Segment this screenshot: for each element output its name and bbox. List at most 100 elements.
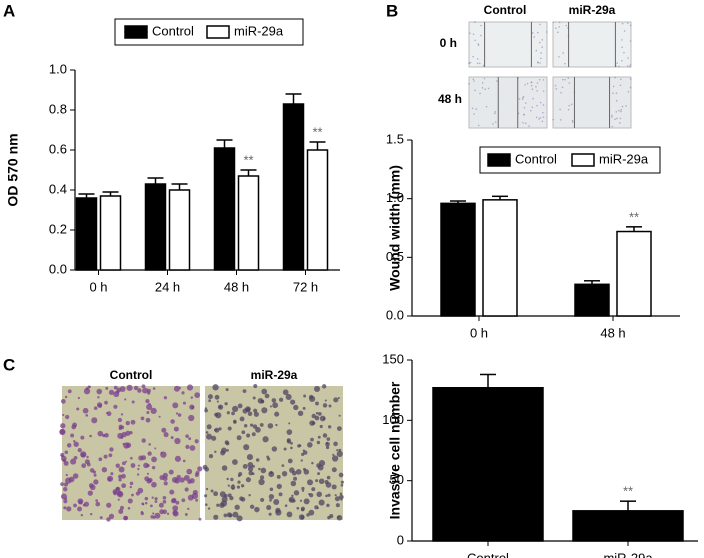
micrograph-texture — [494, 112, 496, 115]
micrograph-texture — [282, 389, 289, 396]
micrograph-texture — [172, 510, 179, 517]
micrograph-texture — [623, 51, 625, 54]
micrograph-texture — [169, 489, 175, 495]
micrograph-texture — [531, 106, 534, 108]
micrograph-texture — [208, 454, 214, 459]
micrograph-texture — [147, 451, 152, 456]
micrograph-texture — [246, 407, 251, 412]
micrograph-texture — [537, 31, 539, 34]
micrograph-texture — [542, 90, 545, 92]
micrograph-texture — [184, 487, 189, 492]
bar — [432, 387, 544, 542]
micrograph-texture — [170, 436, 174, 440]
micrograph-texture — [190, 396, 194, 399]
micrograph-texture — [469, 61, 472, 64]
micrograph-texture — [214, 450, 217, 454]
micrograph-texture — [68, 476, 75, 483]
bar — [144, 183, 167, 271]
micrograph-texture — [214, 428, 217, 432]
micrograph-texture — [241, 430, 246, 435]
micrograph-texture — [293, 490, 300, 496]
micrograph-texture — [536, 82, 539, 84]
micrograph-texture — [113, 391, 120, 398]
micrograph-texture — [620, 78, 622, 81]
micrograph-texture — [325, 445, 330, 450]
micrograph-texture — [536, 104, 538, 107]
micrograph-texture — [290, 446, 293, 450]
micrograph-texture — [131, 400, 135, 404]
x-tick-label: 48 h — [600, 325, 625, 340]
micrograph-texture — [216, 503, 220, 507]
y-axis-title: Wound width (mm) — [387, 165, 403, 291]
micrograph-texture — [83, 388, 91, 395]
micrograph-texture — [296, 506, 300, 510]
micrograph-texture — [629, 78, 632, 80]
micrograph-texture — [338, 448, 342, 452]
micrograph-texture — [219, 502, 225, 508]
micrograph-texture — [212, 384, 219, 391]
micrograph-texture — [337, 396, 340, 400]
micrograph-texture — [552, 118, 554, 121]
micrograph-texture — [73, 441, 79, 447]
bar — [237, 175, 260, 271]
micrograph-texture — [206, 424, 212, 430]
micrograph-texture — [321, 384, 327, 389]
micrograph-texture — [108, 513, 115, 520]
micrograph-texture — [316, 491, 323, 498]
micrograph-texture — [611, 125, 614, 128]
micrograph-texture — [73, 503, 77, 508]
image-column-label: miR-29a — [569, 3, 616, 17]
micrograph-texture — [85, 414, 89, 417]
micrograph-texture — [333, 441, 338, 447]
micrograph-texture — [301, 489, 305, 492]
micrograph-texture — [275, 509, 282, 516]
micrograph-texture — [226, 449, 229, 452]
micrographs — [62, 21, 632, 520]
image-column-label: Control — [484, 3, 527, 17]
micrograph-texture — [629, 40, 632, 42]
legend-label: Control — [515, 151, 557, 166]
micrograph-texture — [107, 475, 114, 482]
micrograph-texture — [474, 21, 476, 23]
micrograph-texture — [317, 435, 321, 439]
micrograph-texture — [182, 401, 186, 405]
micrograph-texture — [269, 499, 272, 502]
micrograph — [468, 76, 548, 129]
micrograph-texture — [158, 502, 164, 508]
micrograph-texture — [236, 435, 242, 441]
micrograph-texture — [272, 402, 279, 409]
micrograph-texture — [473, 80, 475, 82]
micrograph-texture — [224, 440, 229, 445]
micrograph-texture — [615, 92, 618, 95]
micrograph-texture — [306, 513, 310, 517]
y-tick-label: 0.0 — [386, 307, 404, 322]
micrograph-texture — [262, 436, 269, 443]
micrograph-texture — [204, 503, 208, 506]
micrograph-texture — [319, 415, 326, 422]
micrograph-texture — [536, 89, 538, 92]
micrograph-texture — [133, 385, 139, 391]
micrograph-texture — [219, 491, 226, 498]
micrograph-texture — [60, 493, 67, 500]
micrograph-texture — [204, 408, 208, 413]
micrograph-texture — [259, 475, 265, 480]
image-column-label: miR-29a — [251, 368, 298, 382]
micrograph-texture — [316, 440, 321, 445]
micrograph-texture — [336, 514, 343, 521]
micrograph-texture — [318, 478, 325, 485]
micrograph-texture — [110, 472, 114, 476]
micrograph-texture — [227, 426, 232, 431]
micrograph-texture — [318, 460, 326, 467]
micrograph-texture — [267, 423, 274, 429]
micrograph-texture — [178, 386, 182, 390]
micrograph-texture — [64, 395, 68, 399]
micrograph-texture — [146, 463, 150, 468]
micrograph-texture — [99, 516, 103, 520]
micrograph-texture — [175, 412, 179, 415]
micrograph-texture — [106, 411, 112, 417]
micrograph-texture — [276, 483, 282, 490]
micrograph-texture — [567, 77, 570, 79]
micrograph-texture — [621, 39, 623, 41]
micrograph-texture — [524, 84, 526, 86]
micrograph-texture — [152, 512, 155, 515]
